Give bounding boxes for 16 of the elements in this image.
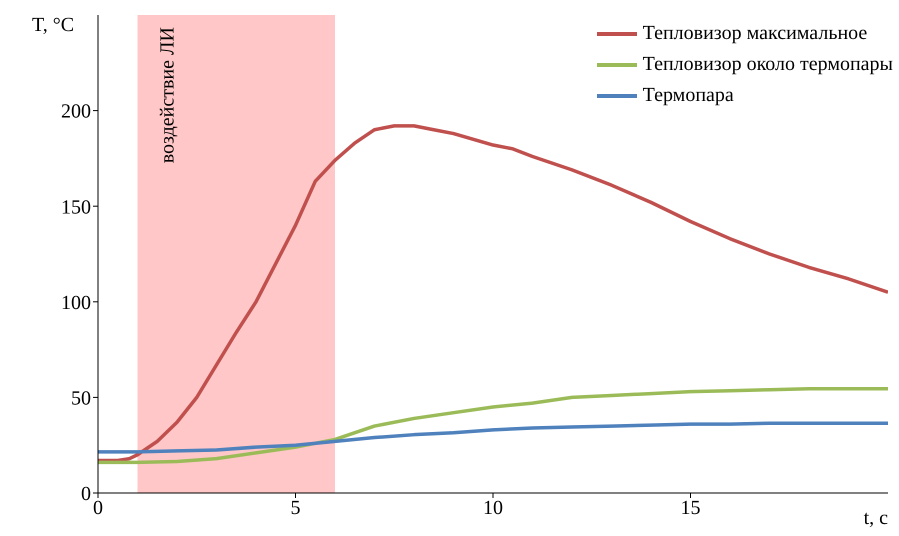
x-tick-label: 15 bbox=[680, 497, 700, 520]
line-series bbox=[98, 421, 888, 454]
y-tick-label: 200 bbox=[61, 100, 91, 123]
y-tick-label: 50 bbox=[71, 388, 91, 410]
legend-label: Тепловизор около термопары bbox=[642, 53, 893, 76]
y-axis-title: T, °C bbox=[32, 14, 74, 36]
x-tick-label: 5 bbox=[290, 497, 300, 520]
line-series bbox=[98, 387, 888, 464]
y-tick-label: 100 bbox=[61, 292, 91, 314]
x-tick-label: 10 bbox=[483, 497, 503, 520]
y-tick-label: 150 bbox=[61, 196, 91, 218]
x-axis-title: t, с bbox=[864, 507, 888, 529]
legend-label: Термопара bbox=[642, 84, 734, 107]
band-label: воздействие ЛИ bbox=[156, 27, 178, 164]
legend-label: Тепловизор максимальное bbox=[642, 22, 868, 45]
y-tick-label: 0 bbox=[81, 483, 91, 506]
